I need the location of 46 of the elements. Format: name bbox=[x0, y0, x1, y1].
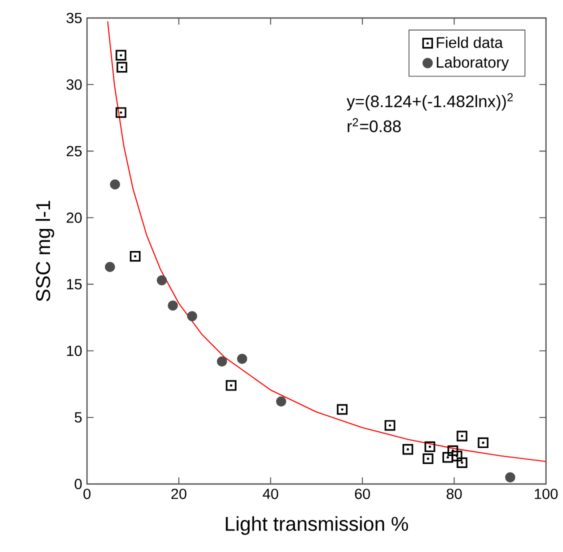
point bbox=[237, 354, 248, 364]
x-axis-title: Light transmission % bbox=[226, 516, 408, 535]
point bbox=[116, 50, 126, 61]
point bbox=[276, 396, 286, 407]
point bbox=[452, 450, 462, 462]
x-tick-label: 0 bbox=[83, 488, 90, 500]
point bbox=[422, 453, 434, 464]
point bbox=[478, 437, 488, 448]
line-series bbox=[107, 20, 546, 462]
point bbox=[216, 356, 228, 367]
y-tick-label: 30 bbox=[66, 79, 82, 90]
x-tick-label: 80 bbox=[446, 488, 462, 500]
point bbox=[402, 444, 414, 455]
point bbox=[447, 445, 458, 456]
y-tick-label: 5 bbox=[74, 412, 82, 423]
point bbox=[130, 250, 141, 262]
y-tick-label: 0 bbox=[74, 478, 82, 490]
point bbox=[110, 179, 120, 190]
point bbox=[505, 472, 516, 482]
point bbox=[104, 262, 116, 272]
annotation: r$^{2}$=0.88 bbox=[348, 118, 401, 132]
point bbox=[384, 420, 396, 431]
y-axis-title: SSC mg l-1 bbox=[36, 200, 54, 302]
point bbox=[168, 300, 178, 311]
point bbox=[336, 404, 348, 415]
point bbox=[116, 62, 128, 73]
x-tick-label: 40 bbox=[262, 488, 278, 500]
point bbox=[456, 457, 468, 468]
point bbox=[226, 380, 236, 391]
x-tick-label: 60 bbox=[355, 488, 370, 500]
point bbox=[187, 311, 198, 322]
point bbox=[456, 430, 468, 442]
y-tick-label: 35 bbox=[66, 12, 82, 24]
point bbox=[156, 275, 167, 286]
point bbox=[116, 107, 126, 118]
point bbox=[424, 441, 436, 452]
y-tick-label: 10 bbox=[67, 346, 82, 356]
annotation: y=(8.124+(-1.482lnx))$^{2}$ bbox=[346, 93, 513, 111]
point bbox=[442, 452, 454, 463]
legend-label: Field data bbox=[436, 36, 503, 48]
x-tick-label: 20 bbox=[171, 488, 186, 500]
x-tick-label: 100 bbox=[534, 488, 558, 500]
y-tick-label: 15 bbox=[67, 279, 82, 290]
legend-label: Laboratory bbox=[436, 56, 509, 71]
y-tick-label: 25 bbox=[66, 146, 82, 156]
y-tick-label: 20 bbox=[66, 212, 82, 223]
